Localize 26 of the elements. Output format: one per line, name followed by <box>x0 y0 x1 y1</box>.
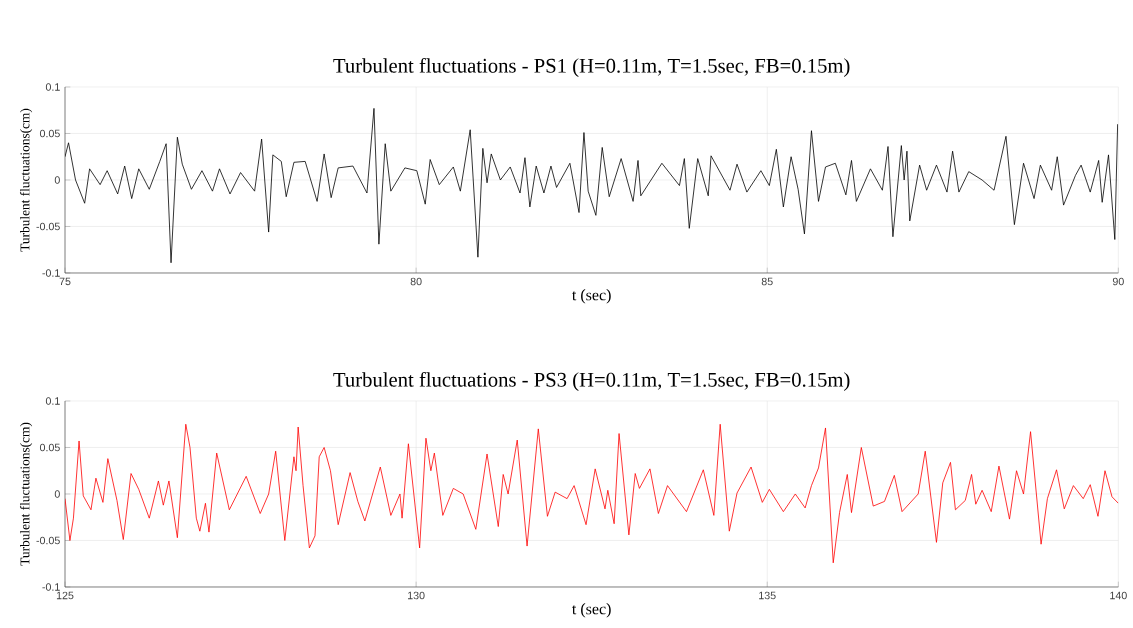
y-tick-label: 0.05 <box>39 443 60 452</box>
x-tick-label: 85 <box>761 277 773 286</box>
y-tick-label: -0.1 <box>42 269 60 277</box>
x-axis-title: t (sec) <box>572 289 611 304</box>
x-tick-label: 135 <box>759 591 776 600</box>
x-tick-label: 75 <box>59 277 71 286</box>
x-axis-title: t (sec) <box>572 603 611 618</box>
x-tick-label: 80 <box>410 277 422 286</box>
y-tick-label: 0.1 <box>45 397 60 405</box>
y-axis-title: Turbulent fluctuations(cm) <box>19 108 33 252</box>
y-tick-label: 0 <box>54 176 60 184</box>
y-axis-title: Turbulent fluctuations(cm) <box>19 422 33 566</box>
y-tick-label: 0.1 <box>45 83 60 91</box>
y-tick-label: -0.05 <box>36 536 60 545</box>
y-tick-label: -0.05 <box>36 222 60 231</box>
x-tick-label: 130 <box>408 591 425 600</box>
line-series <box>65 423 1119 564</box>
line-series <box>65 107 1119 264</box>
chart-title: Turbulent fluctuations - PS1 (H=0.11m, T=1.5sec, FB=0.15m) <box>333 58 850 77</box>
y-tick-label: 0.05 <box>39 129 60 138</box>
x-tick-label: 90 <box>1112 277 1124 286</box>
y-tick-label: 0 <box>54 490 60 498</box>
x-tick-label: 125 <box>56 591 74 600</box>
chart-title: Turbulent fluctuations - PS3 (H=0.11m, T=1.5sec, FB=0.15m) <box>333 371 850 391</box>
y-tick-label: -0.1 <box>42 583 60 591</box>
x-tick-label: 140 <box>1110 591 1127 600</box>
